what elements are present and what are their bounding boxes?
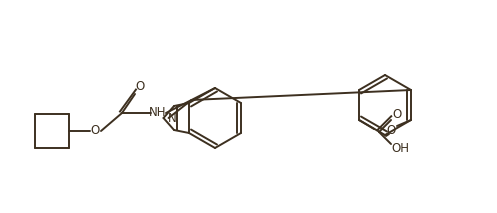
Text: NH: NH [149,106,167,119]
Text: OH: OH [391,142,409,155]
Text: N: N [167,111,176,125]
Text: O: O [90,125,99,138]
Text: O: O [393,108,402,121]
Text: O: O [386,124,396,137]
Text: O: O [135,81,145,94]
